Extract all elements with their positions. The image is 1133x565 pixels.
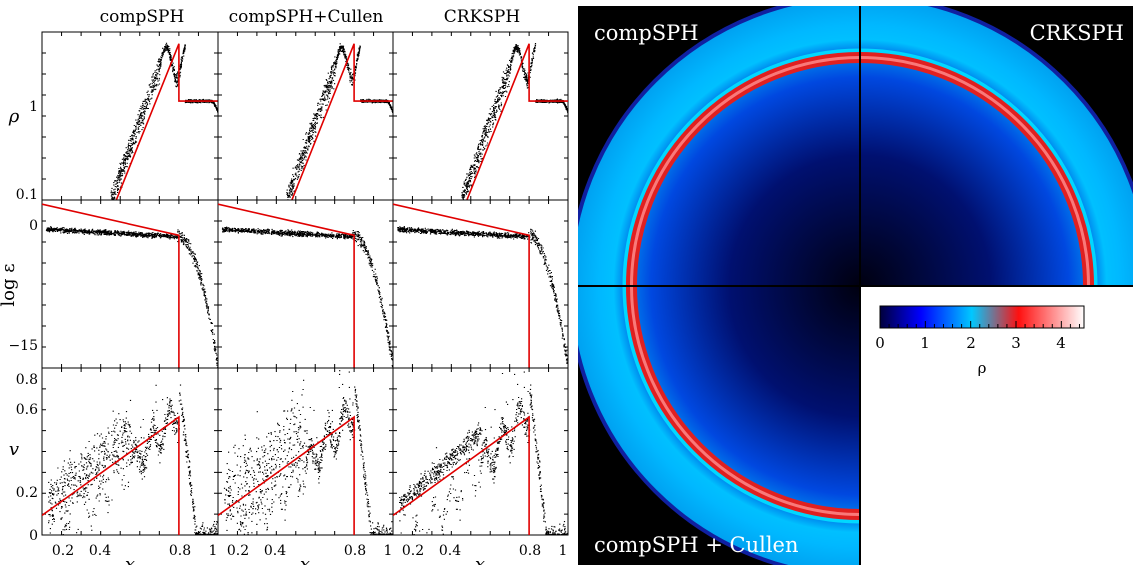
analytic-solution-line (393, 203, 530, 368)
xtick-0.8: 0.8 (344, 543, 366, 559)
panel-v-2 (392, 367, 569, 536)
quadrant-label-compSPH: compSPH (594, 21, 699, 45)
panel-frame (41, 31, 219, 201)
colorbar-label: ρ (978, 359, 987, 377)
particle-points (397, 226, 568, 364)
panel-content (42, 32, 218, 200)
panel-content (218, 32, 393, 200)
quadrant-blank-br (860, 286, 1133, 565)
ytick-v-0.6: 0.6 (16, 402, 38, 418)
xlabel-x-1: x (125, 554, 135, 565)
colorbar-tick-1: 1 (920, 334, 930, 352)
ytick-energy-minus15: −15 (8, 338, 38, 354)
xtick-0.2: 0.2 (402, 543, 424, 559)
panel-frame (392, 199, 569, 369)
ytick-v-0.2: 0.2 (16, 485, 38, 501)
ytick-rho-1: 1 (29, 99, 38, 115)
xlabel-x-2: x (300, 554, 310, 565)
ylabel-rho: ρ (8, 106, 20, 127)
colorbar-tick-0: 0 (875, 334, 885, 352)
colorbar-ticks (879, 321, 1080, 328)
panel-frame (392, 31, 569, 201)
tick-marks (393, 32, 568, 200)
analytic-solution-line (393, 415, 530, 535)
panel-title-compSPH-cullen: compSPH+Cullen (229, 7, 384, 27)
density-map: compSPH CRKSPH compSPH + Cullen (578, 6, 1133, 565)
xtick-1: 1 (559, 543, 568, 559)
panel-rho-2 (392, 31, 569, 201)
xtick-0.8: 0.8 (169, 543, 191, 559)
panel-content (42, 368, 218, 535)
radial-profiles: compSPH compSPH+Cullen CRKSPH ρ log ε v … (0, 7, 569, 565)
panel-v-0 (41, 367, 219, 536)
tick-marks (218, 200, 393, 368)
profile-panels (41, 31, 569, 536)
analytic-solution-line (42, 203, 180, 368)
panel-content (393, 368, 568, 535)
ytick-energy-0: 0 (29, 218, 38, 234)
xtick-0.4: 0.4 (264, 543, 286, 559)
xtick-0.2: 0.2 (52, 543, 74, 559)
analytic-solution-line (291, 43, 393, 200)
colorbar-bar (879, 305, 1085, 329)
ytick-rho-0.1: 0.1 (16, 187, 38, 203)
panel-content (42, 200, 218, 368)
panel-rho-1 (217, 31, 394, 201)
colorbar-tick-4: 4 (1056, 334, 1066, 352)
panel-rho-0 (41, 31, 219, 201)
panel-log_energy-0 (41, 199, 219, 369)
tick-marks (42, 200, 218, 368)
panel-frame (217, 31, 394, 201)
xtick-0.2: 0.2 (227, 543, 249, 559)
ylabel-log-energy: log ε (0, 263, 19, 306)
tick-marks (218, 368, 393, 535)
panel-v-1 (217, 367, 394, 536)
colorbar: 0 1 2 3 4 ρ (875, 305, 1085, 377)
particle-points (45, 226, 218, 368)
quadrant-label-crksph: CRKSPH (1030, 21, 1124, 45)
xtick-1: 1 (209, 543, 218, 559)
tick-marks (218, 32, 393, 200)
panel-frame (41, 199, 219, 369)
colorbar-tick-2: 2 (966, 334, 976, 352)
xtick-0.8: 0.8 (519, 543, 541, 559)
tick-marks (393, 368, 568, 535)
panel-frame (217, 199, 394, 369)
panel-title-compSPH: compSPH (100, 7, 185, 27)
panel-log_energy-2 (392, 199, 569, 369)
xticks: 0.2 0.4 0.8 1 0.2 0.4 0.8 1 0.2 0.4 0.8 … (52, 543, 568, 559)
tick-marks (42, 32, 218, 200)
panel-log_energy-1 (217, 199, 394, 369)
xtick-1: 1 (384, 543, 393, 559)
ytick-v-0: 0 (29, 528, 38, 544)
panel-content (218, 368, 393, 535)
xlabel-x-3: x (475, 554, 485, 565)
panel-content (393, 200, 568, 368)
quadrant-label-compSPH-cullen: compSPH + Cullen (594, 533, 799, 557)
panel-content (218, 200, 393, 368)
analytic-solution-line (218, 415, 355, 535)
xtick-0.4: 0.4 (89, 543, 111, 559)
panel-content (393, 32, 568, 200)
ytick-v-0.8: 0.8 (16, 372, 38, 388)
particle-points (221, 226, 393, 368)
analytic-solution-line (218, 203, 355, 368)
tick-marks (393, 200, 568, 368)
panel-title-crksph: CRKSPH (444, 7, 520, 27)
analytic-solution-line (115, 43, 218, 200)
analytic-solution-line (466, 43, 568, 200)
analytic-solution-line (42, 415, 180, 535)
xtick-0.4: 0.4 (439, 543, 461, 559)
ylabel-velocity: v (9, 439, 19, 460)
colorbar-tick-3: 3 (1011, 334, 1021, 352)
